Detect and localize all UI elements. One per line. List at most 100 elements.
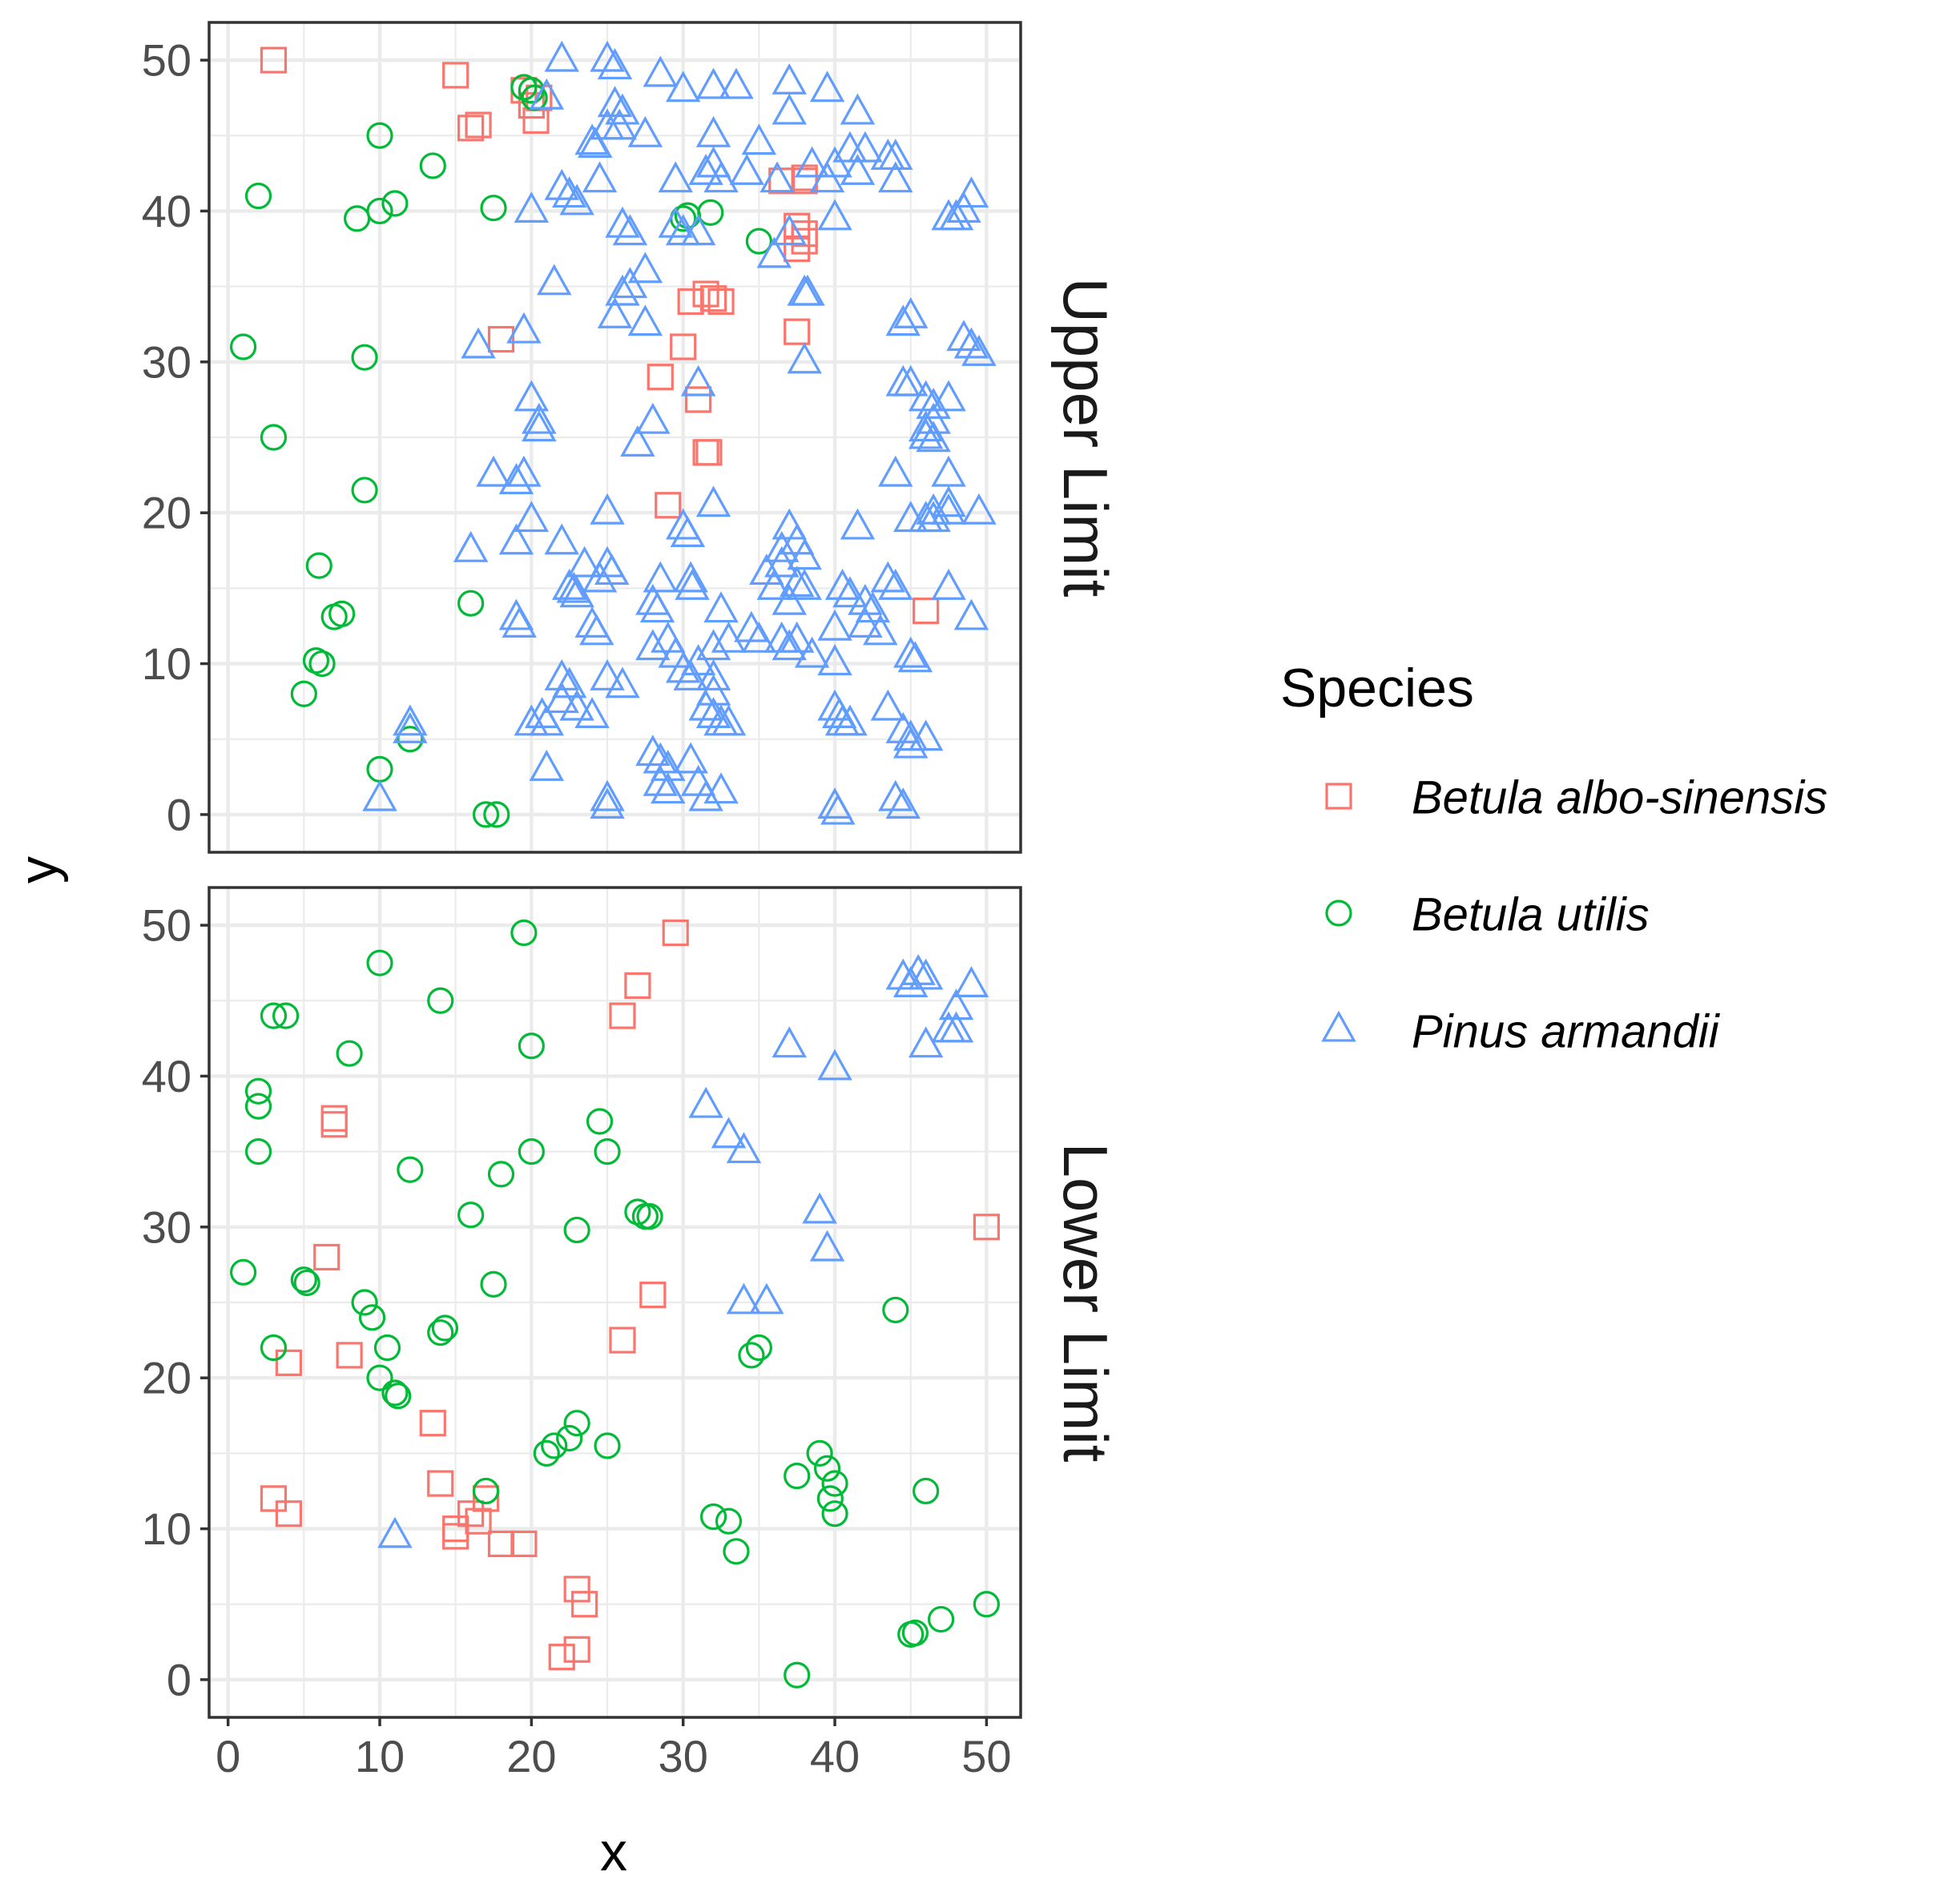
data-point bbox=[697, 199, 724, 226]
data-point bbox=[711, 621, 747, 653]
data-point bbox=[566, 545, 602, 578]
panel-upper-limit: 0 10 20 30 40 50 Upper Limit bbox=[142, 21, 1121, 854]
data-point bbox=[627, 304, 663, 336]
data-point bbox=[521, 84, 548, 111]
data-point bbox=[590, 40, 625, 72]
y-tick-label: 30 bbox=[142, 1202, 191, 1252]
data-point bbox=[711, 704, 747, 736]
data-point bbox=[756, 236, 792, 268]
data-point bbox=[647, 364, 674, 391]
data-point bbox=[636, 1203, 663, 1230]
data-point bbox=[764, 545, 800, 578]
data-point bbox=[908, 410, 944, 442]
data-point bbox=[695, 115, 731, 147]
data-point bbox=[635, 402, 671, 434]
x-tick-label: 50 bbox=[961, 1731, 1011, 1781]
data-point bbox=[703, 591, 739, 623]
data-point bbox=[529, 750, 565, 781]
data-point bbox=[453, 530, 489, 562]
data-point bbox=[483, 801, 510, 828]
data-point bbox=[820, 793, 856, 825]
data-point bbox=[892, 364, 929, 396]
data-point bbox=[688, 689, 723, 721]
data-point bbox=[612, 214, 648, 246]
data-point bbox=[529, 78, 565, 110]
data-point bbox=[680, 364, 716, 396]
strip-label-lower-limit: Lower Limit bbox=[1050, 1143, 1121, 1463]
y-tick-label: 10 bbox=[142, 1503, 191, 1554]
data-point bbox=[518, 1033, 545, 1060]
data-point bbox=[590, 493, 625, 525]
data-point bbox=[790, 274, 825, 306]
data-point bbox=[817, 1049, 852, 1081]
data-point bbox=[373, 1334, 401, 1362]
data-point bbox=[397, 1156, 424, 1183]
y-tick-label: 30 bbox=[142, 336, 191, 387]
data-point bbox=[472, 1485, 500, 1512]
data-point bbox=[745, 227, 772, 255]
data-point bbox=[703, 161, 739, 193]
data-point bbox=[953, 966, 989, 997]
data-point bbox=[544, 659, 579, 690]
data-point bbox=[787, 569, 822, 600]
data-point bbox=[772, 1026, 807, 1058]
data-point bbox=[878, 161, 913, 193]
legend-title: Species bbox=[1280, 658, 1474, 719]
data-point bbox=[559, 576, 594, 608]
data-point bbox=[574, 697, 610, 728]
data-point bbox=[772, 214, 807, 246]
data-point bbox=[772, 62, 807, 95]
data-point bbox=[427, 987, 454, 1014]
data-point bbox=[658, 161, 693, 193]
data-point bbox=[522, 410, 557, 442]
data-point bbox=[627, 252, 663, 284]
data-point bbox=[639, 1281, 667, 1309]
data-point bbox=[695, 629, 731, 661]
data-point bbox=[548, 1644, 575, 1671]
legend-item: Pinus armandii bbox=[1321, 1006, 1721, 1058]
data-point bbox=[377, 1516, 413, 1548]
data-point bbox=[427, 1470, 454, 1497]
data-point bbox=[328, 600, 356, 627]
upper-y-axis: 0 10 20 30 40 50 bbox=[142, 35, 209, 839]
data-point bbox=[723, 1538, 750, 1565]
data-point bbox=[794, 146, 830, 178]
data-point bbox=[551, 176, 587, 208]
data-point bbox=[609, 1326, 636, 1354]
data-point bbox=[848, 131, 883, 163]
data-point bbox=[602, 108, 637, 140]
data-point bbox=[230, 1258, 257, 1286]
data-point bbox=[784, 1661, 811, 1689]
data-point bbox=[824, 569, 860, 600]
data-point bbox=[541, 1432, 568, 1459]
data-point bbox=[457, 1202, 485, 1229]
data-point bbox=[476, 455, 511, 487]
data-point bbox=[741, 621, 777, 653]
data-point bbox=[946, 191, 981, 223]
upper-grid bbox=[209, 22, 1021, 852]
data-point bbox=[624, 1198, 651, 1226]
data-point bbox=[759, 161, 795, 193]
data-point bbox=[605, 274, 640, 306]
data-point bbox=[442, 62, 469, 89]
data-point bbox=[362, 779, 397, 811]
data-point bbox=[938, 199, 974, 231]
data-point bbox=[908, 380, 944, 412]
data-point bbox=[692, 280, 719, 308]
data-point bbox=[419, 1410, 446, 1437]
data-point bbox=[749, 1282, 784, 1314]
data-point bbox=[756, 569, 792, 600]
data-point bbox=[695, 697, 731, 728]
data-point bbox=[953, 598, 989, 630]
data-point bbox=[688, 779, 723, 811]
data-point bbox=[419, 152, 446, 179]
data-point bbox=[726, 1132, 762, 1164]
y-tick-label: 20 bbox=[142, 488, 191, 538]
data-point bbox=[582, 161, 618, 193]
data-point bbox=[772, 629, 807, 661]
data-point bbox=[938, 988, 974, 1020]
data-point bbox=[961, 335, 997, 366]
data-point bbox=[244, 1138, 272, 1165]
data-point bbox=[832, 576, 868, 608]
